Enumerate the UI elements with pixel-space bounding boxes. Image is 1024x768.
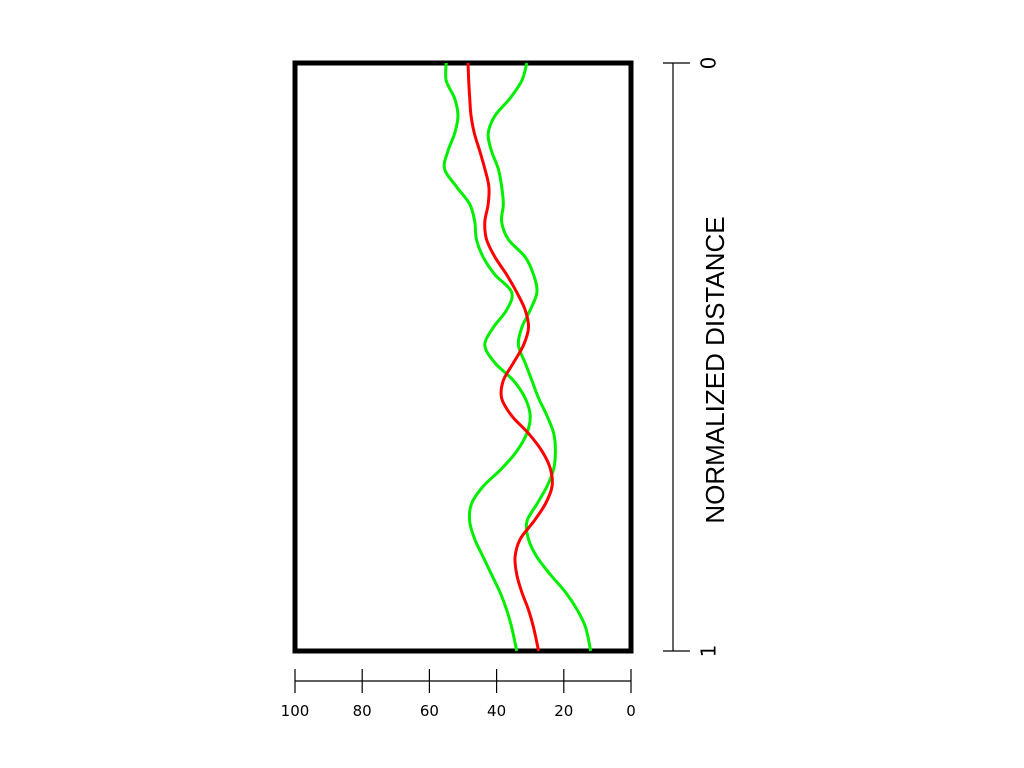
y-axis: 0 1 NORMALIZED DISTANCE <box>663 57 730 658</box>
x-tick-label: 20 <box>554 702 573 720</box>
x-axis: 100 80 60 40 20 0 <box>281 669 636 720</box>
series-line-2 <box>486 62 593 652</box>
series-layer <box>442 62 593 652</box>
plot-frame <box>292 60 634 654</box>
x-tick-label: 100 <box>281 702 310 720</box>
y-axis-title: NORMALIZED DISTANCE <box>700 216 730 523</box>
y-tick-label-bottom: 1 <box>697 645 721 658</box>
x-tick-label: 80 <box>353 702 372 720</box>
series-line-0 <box>466 62 554 652</box>
x-tick-label: 0 <box>626 702 636 720</box>
series-line-1 <box>442 62 532 652</box>
x-tick-label: 60 <box>420 702 439 720</box>
y-tick-label-top: 0 <box>697 57 721 70</box>
x-tick-label: 40 <box>487 702 506 720</box>
